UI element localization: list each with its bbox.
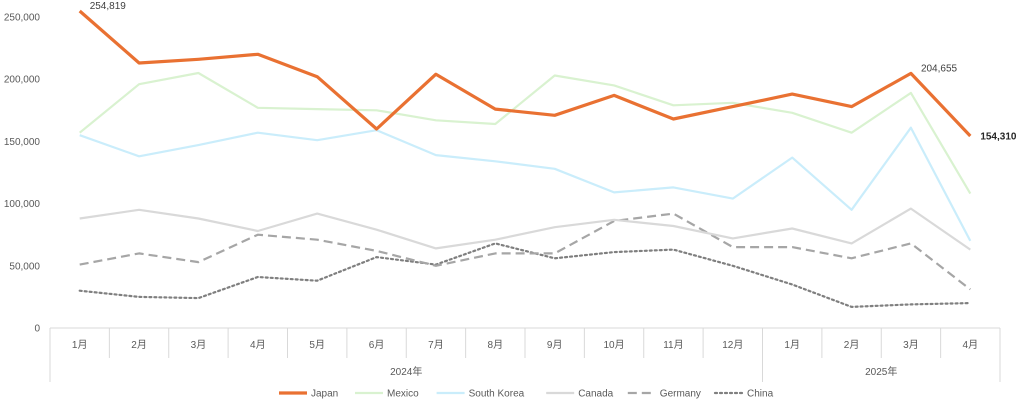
x-tick-label: 8月 xyxy=(488,339,504,351)
x-tick-label: 7月 xyxy=(428,339,444,351)
x-tick-label: 1月 xyxy=(72,339,88,351)
data-label: 154,310 xyxy=(980,132,1017,143)
x-tick-label: 4月 xyxy=(250,339,266,351)
series-line-south-korea xyxy=(79,126,972,242)
series-line-germany xyxy=(79,212,971,291)
data-label: 204,655 xyxy=(921,63,958,74)
x-tick-label: 9月 xyxy=(547,339,563,351)
x-tick-label: 6月 xyxy=(369,339,385,351)
y-tick-label: 150,000 xyxy=(4,137,41,148)
series-line-canada xyxy=(79,207,971,251)
y-tick-label: 50,000 xyxy=(9,261,40,272)
x-group-label: 2025年 xyxy=(865,365,897,378)
x-tick-label: 2月 xyxy=(844,339,860,351)
x-tick-label: 4月 xyxy=(963,339,979,351)
series-line-china xyxy=(78,242,972,308)
x-tick-label: 12月 xyxy=(722,339,743,351)
legend-label: Japan xyxy=(311,389,338,400)
legend-label: Germany xyxy=(660,389,701,400)
x-tick-label: 11月 xyxy=(663,339,683,351)
x-tick-label: 2月 xyxy=(131,339,147,351)
x-tick-label: 3月 xyxy=(903,339,919,351)
x-tick-label: 5月 xyxy=(309,339,325,351)
x-tick-label: 1月 xyxy=(784,339,800,351)
legend-label: Mexico xyxy=(387,389,419,400)
data-label: 254,819 xyxy=(90,1,127,12)
y-tick-label: 250,000 xyxy=(4,13,41,24)
series-line-mexico xyxy=(79,71,972,195)
x-tick-label: 3月 xyxy=(191,339,207,351)
x-tick-label: 10月 xyxy=(604,339,625,351)
legend-label: Canada xyxy=(578,389,613,400)
x-group-label: 2024年 xyxy=(390,365,422,378)
y-tick-label: 100,000 xyxy=(4,199,41,210)
series-line-japan xyxy=(78,9,972,138)
y-tick-label: 0 xyxy=(34,324,40,335)
legend-label: South Korea xyxy=(469,389,525,400)
legend-label: China xyxy=(747,389,774,400)
y-tick-label: 200,000 xyxy=(4,75,41,86)
